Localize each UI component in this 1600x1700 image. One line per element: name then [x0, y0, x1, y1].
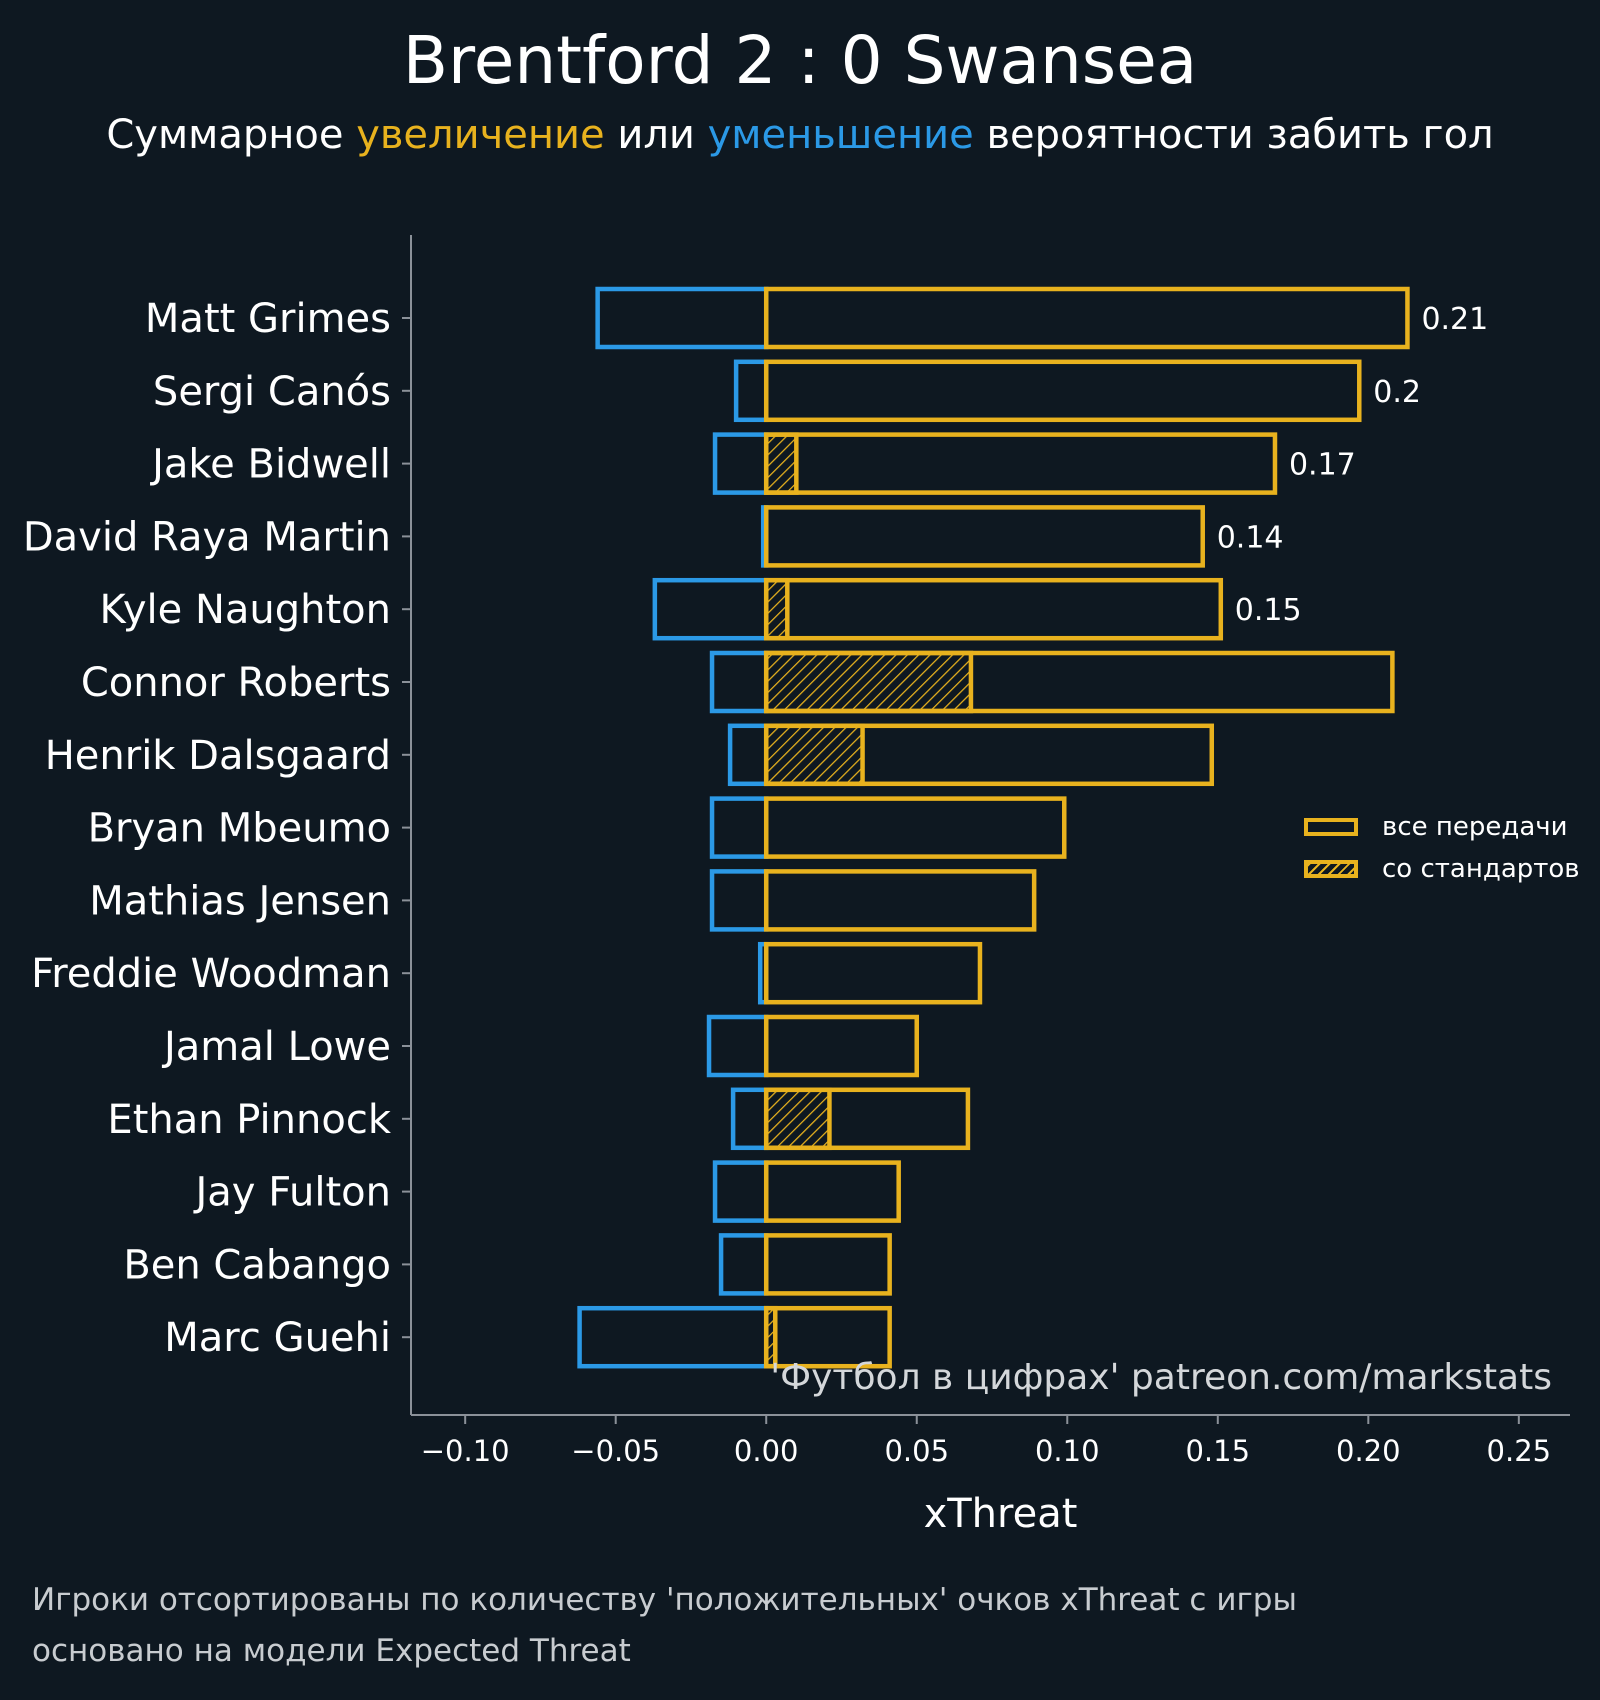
- y-tick-label: Kyle Naughton: [100, 587, 391, 633]
- subtitle-decrease: уменьшение: [707, 112, 974, 158]
- bar-positive: [763, 1160, 901, 1223]
- y-tick-label: Ben Cabango: [123, 1242, 391, 1288]
- bar-positive: [763, 941, 983, 1005]
- bar-negative: [652, 577, 769, 641]
- bar-negative: [595, 286, 769, 350]
- subtitle-suffix: вероятности забить гол: [973, 112, 1494, 158]
- chart-legend: все передачи со стандартов: [1304, 806, 1580, 890]
- bar-positive: [763, 505, 1205, 568]
- legend-label-all: все передачи: [1382, 812, 1568, 842]
- y-tick-label: Sergi Canós: [153, 369, 391, 415]
- y-tick-label: Marc Guehi: [164, 1315, 391, 1361]
- data-label: 0.15: [1235, 593, 1302, 628]
- x-tick-label: 0.05: [884, 1434, 949, 1468]
- subtitle-prefix: Суммарное: [106, 112, 357, 158]
- footnote-model: основано на модели Expected Threat: [32, 1633, 631, 1669]
- bar-negative: [709, 796, 769, 859]
- bar-set-pieces: [763, 577, 790, 641]
- bar-negative: [706, 1014, 769, 1078]
- y-tick-label: Bryan Mbeumo: [88, 806, 391, 852]
- x-tick-label: 0.00: [734, 1434, 799, 1468]
- x-tick-label: 0.20: [1336, 1434, 1401, 1468]
- bar-negative: [727, 723, 769, 787]
- bar-positive: [763, 796, 1067, 859]
- bar-positive: [763, 1233, 892, 1296]
- x-tick-label: 0.15: [1185, 1434, 1250, 1468]
- y-tick-label: Mathias Jensen: [89, 878, 391, 924]
- y-tick-label: David Raya Martin: [23, 514, 391, 560]
- legend-swatch-all: [1304, 818, 1358, 836]
- legend-label-set-pieces: со стандартов: [1382, 854, 1580, 884]
- data-label: 0.17: [1289, 448, 1356, 483]
- y-tick-label: Connor Roberts: [81, 660, 391, 706]
- plot-area: −0.10 −0.05 0.00 0.05 0.10 0.15 0.20 0.25 xThrea…: [23, 235, 1570, 1537]
- legend-swatch-set-pieces: [1304, 860, 1358, 878]
- bar-negative: [712, 432, 769, 495]
- data-label: 0.2: [1373, 375, 1421, 410]
- y-tick-label: Matt Grimes: [145, 296, 391, 342]
- bar-positive: [763, 723, 1215, 787]
- x-tick-label: 0.10: [1035, 1434, 1100, 1468]
- legend-item-all: все передачи: [1304, 806, 1580, 848]
- bar-set-pieces: [763, 650, 974, 714]
- bar-negative: [712, 1160, 769, 1223]
- chart-subtitle: Суммарное увеличение или уменьшение веро…: [0, 112, 1600, 158]
- bar-positive: [763, 286, 1410, 350]
- y-tick-label: Jay Fulton: [193, 1170, 392, 1216]
- bar-positive: [763, 1014, 919, 1078]
- x-tick-label: −0.10: [421, 1434, 510, 1468]
- y-tick-label: Henrik Dalsgaard: [45, 733, 391, 779]
- y-tick-label: Jake Bidwell: [149, 442, 391, 488]
- bar-set-pieces: [763, 723, 865, 787]
- chart-title: Brentford 2 : 0 Swansea: [402, 22, 1198, 99]
- bar-negative: [733, 359, 769, 423]
- bar-positive: [763, 1305, 892, 1369]
- subtitle-increase: увеличение: [356, 112, 605, 158]
- watermark: 'Футбол в цифрах' patreon.com/markstats: [770, 1357, 1552, 1398]
- data-label: 0.21: [1421, 302, 1488, 337]
- bar-negative: [730, 1087, 769, 1151]
- bar-negative: [718, 1233, 769, 1296]
- y-tick-label: Jamal Lowe: [161, 1024, 391, 1070]
- bar-positive: [763, 1087, 971, 1151]
- bar-negative: [577, 1305, 769, 1369]
- bar-negative: [709, 869, 769, 932]
- bar-negative: [709, 650, 769, 714]
- x-tick-label: 0.25: [1487, 1434, 1552, 1468]
- y-tick-label: Ethan Pinnock: [107, 1097, 391, 1143]
- bar-positive: [763, 650, 1395, 714]
- bar-positive: [763, 432, 1278, 495]
- legend-item-set-pieces: со стандартов: [1304, 848, 1580, 890]
- bar-positive: [763, 577, 1224, 641]
- y-tick-label: Freddie Woodman: [31, 951, 391, 997]
- data-label: 0.14: [1217, 520, 1284, 555]
- bar-positive: [763, 359, 1362, 423]
- x-axis-title: xThreat: [924, 1491, 1078, 1537]
- x-tick-label: −0.05: [571, 1434, 660, 1468]
- bar-set-pieces: [763, 432, 799, 495]
- footnote-sorting: Игроки отсортированы по количеству 'поло…: [32, 1582, 1297, 1618]
- bar-positive: [763, 869, 1037, 932]
- subtitle-middle: или: [604, 112, 708, 158]
- bar-set-pieces: [763, 1087, 832, 1151]
